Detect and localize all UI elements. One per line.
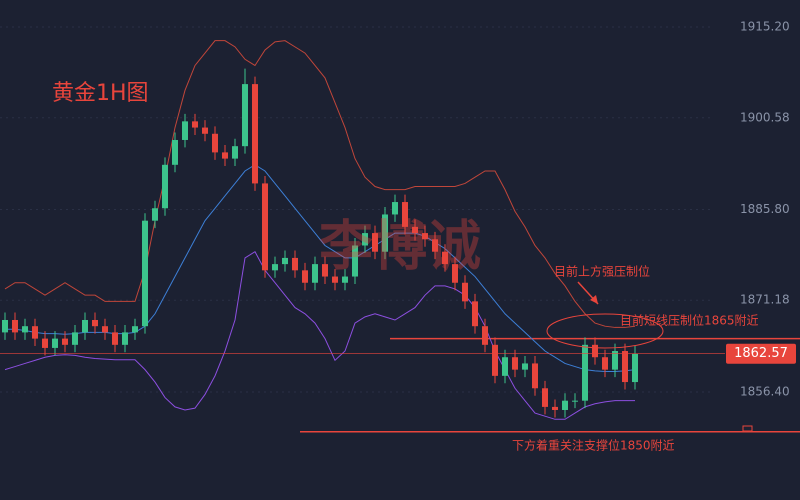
candle-body [462, 282, 468, 302]
candle-body [312, 264, 318, 283]
candle-body [622, 351, 628, 383]
candle-body [2, 319, 8, 333]
arrow-head [590, 295, 598, 304]
last-price-label: 1862.57 [734, 346, 788, 361]
candle-body [612, 351, 618, 370]
candle-body [172, 139, 178, 165]
candle-body [422, 233, 428, 240]
candle-body [292, 257, 298, 271]
candle-body [632, 353, 638, 383]
candle-body [562, 400, 568, 410]
candle-body [392, 202, 398, 215]
y-tick-label: 1900.58 [740, 110, 790, 124]
y-tick-label: 1871.18 [740, 293, 790, 307]
candle-body [262, 183, 268, 271]
candle-body [182, 121, 188, 140]
candle-body [302, 270, 308, 283]
candle-body [142, 220, 148, 327]
candle-body [102, 326, 108, 333]
annotation: 目前短线压制位1865附近 [620, 313, 759, 328]
band-line [4, 251, 635, 420]
candle-body [192, 121, 198, 128]
candle-body [282, 257, 288, 265]
candle-body [432, 239, 438, 252]
candle-body [42, 338, 48, 348]
band-line [5, 164, 636, 373]
candle-body [272, 264, 278, 271]
candle-body [512, 357, 518, 370]
highlight-ellipse [546, 313, 664, 349]
candle-body [352, 245, 358, 277]
candle-body [472, 301, 478, 327]
candle-body [152, 208, 158, 221]
candle-body [522, 363, 528, 370]
candle-body [572, 400, 578, 402]
y-tick-label: 1885.80 [740, 202, 790, 216]
chart-title: 黄金1H图 [52, 81, 149, 106]
candle-body [532, 363, 538, 389]
candle-body [222, 152, 228, 159]
candle-body [552, 406, 558, 410]
candle-body [382, 214, 388, 252]
candle-body [32, 326, 38, 339]
candle-body [212, 133, 218, 153]
candle-body [112, 332, 118, 345]
candle-body [602, 357, 608, 370]
candle-body [402, 202, 408, 227]
y-tick-label: 1915.20 [740, 20, 790, 34]
candle-body [332, 276, 338, 283]
candle-body [162, 164, 168, 209]
candle-body [232, 146, 238, 159]
candle-body [72, 332, 78, 345]
candle-body [22, 326, 28, 333]
candle-body [412, 226, 418, 234]
candle-body [322, 264, 328, 277]
y-tick-label: 1856.40 [740, 384, 790, 398]
candle-body [92, 319, 98, 327]
annotation: 目前上方强压制位 [554, 264, 650, 279]
candle-body [122, 332, 128, 345]
candle-body [242, 84, 248, 147]
candle-body [52, 338, 58, 348]
candle-body [452, 264, 458, 283]
candle-body [592, 344, 598, 358]
band-line [4, 40, 636, 328]
candle-body [132, 326, 138, 333]
candle-body [492, 344, 498, 376]
marker [742, 425, 753, 432]
candle-body [82, 319, 88, 333]
annotation: 下方着重关注支撑位1850附近 [512, 438, 675, 453]
candle-body [442, 251, 448, 265]
plot-area [0, 26, 800, 433]
candle-body [252, 84, 258, 184]
candle-body [62, 338, 68, 345]
candle-body [342, 276, 348, 283]
candle-body [582, 344, 588, 401]
candle-body [502, 357, 508, 376]
candle-body [542, 388, 548, 407]
candle-body [12, 319, 18, 333]
candle-body [202, 127, 208, 134]
candle-body [372, 233, 378, 252]
candle-body [482, 326, 488, 345]
candle-body [362, 233, 368, 246]
watermark: 李博诚 [319, 215, 481, 278]
last-price-tag [726, 343, 796, 364]
